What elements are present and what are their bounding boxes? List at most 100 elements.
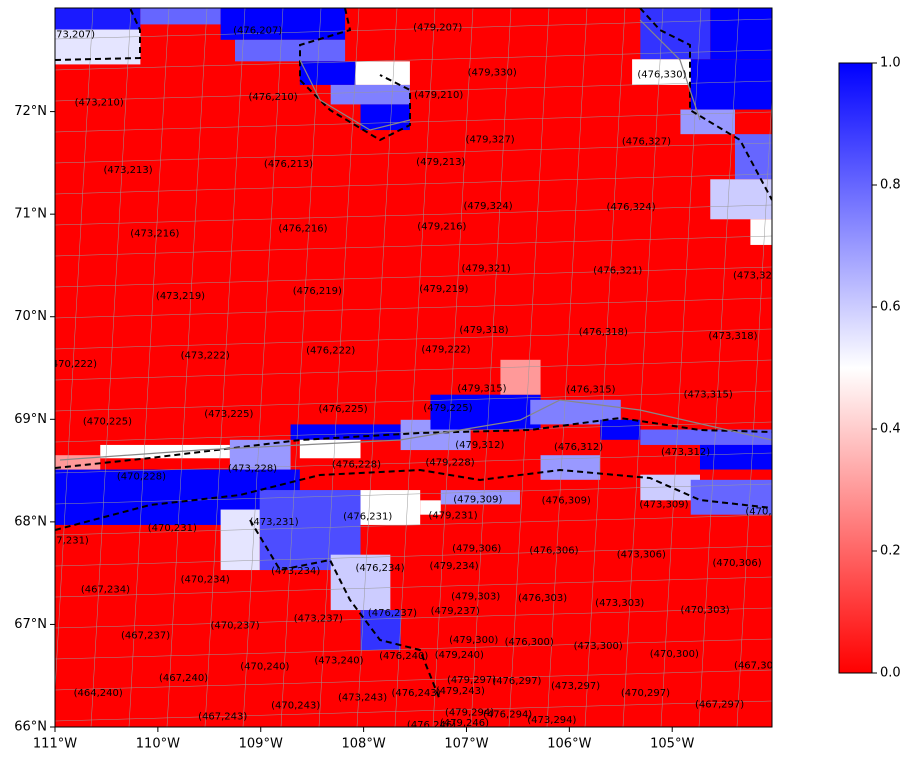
- cell: [360, 490, 421, 525]
- cell: [55, 8, 141, 30]
- swath-line: [55, 173, 772, 195]
- cell-label: (479,213): [416, 157, 465, 168]
- swath-line: [55, 266, 772, 288]
- swath-line: [432, 8, 474, 727]
- cell-label: (479,321): [461, 264, 510, 275]
- y-tick-label: 68°N: [14, 514, 47, 529]
- swath-line: [736, 93, 772, 727]
- boundary: [249, 519, 441, 701]
- swath-line: [660, 8, 702, 727]
- swath-line: [55, 8, 64, 9]
- cell-label: (476,231): [343, 512, 392, 523]
- cell-label: (473,222): [181, 351, 230, 362]
- swath-line: [55, 235, 772, 257]
- cell-label: (473,207): [46, 30, 95, 41]
- swath-line: [584, 8, 626, 727]
- swath-line: [55, 297, 772, 319]
- cell-label: (476,297): [492, 676, 541, 687]
- cell-label: (479,297): [447, 675, 496, 686]
- x-tick-label: 109°W: [239, 737, 283, 752]
- swath-line: [55, 421, 772, 443]
- colorbar: [839, 63, 872, 673]
- cell-label: (479,246): [440, 718, 489, 729]
- cell-label: (470,231): [148, 523, 197, 534]
- cell-label: (473,303): [595, 598, 644, 609]
- swath-line: [204, 8, 246, 727]
- cell-label: (470,306): [712, 558, 761, 569]
- swath-line: [90, 8, 132, 727]
- cell-label: (467,240): [159, 673, 208, 684]
- x-tick-label: 110°W: [136, 737, 180, 752]
- cell: [330, 84, 410, 105]
- cell-label: (470,243): [271, 700, 320, 711]
- swath-line: [55, 452, 772, 474]
- axes: 111°W 110°W 109°W 108°W 107°W 106°W 105°W 66°N 6…: [14, 56, 900, 752]
- cell-label: (476,303): [518, 593, 567, 604]
- cell-label: (476,300): [505, 637, 554, 648]
- swath-line: [546, 8, 588, 727]
- swath-line: [128, 8, 170, 727]
- cell-label: (473,309): [639, 499, 688, 510]
- cell-label: (473,243): [338, 692, 387, 703]
- cell-label: (479,237): [431, 606, 480, 617]
- cell-label: (476,213): [264, 159, 313, 170]
- cell-label: (476,240): [379, 651, 428, 662]
- cell-label: (476,306): [529, 546, 578, 557]
- cell-label: (479,243): [436, 686, 485, 697]
- swath-line: [55, 390, 772, 412]
- swath-line: [55, 638, 772, 660]
- cell-label: (473,312): [661, 447, 710, 458]
- cell-label: (479,210): [414, 90, 463, 101]
- cell-label: (479,225): [423, 403, 472, 414]
- cell-label: (476,330): [637, 70, 686, 81]
- cell-label: (467,234): [81, 585, 130, 596]
- cell-label: (479,330): [468, 68, 517, 79]
- swath-line: [242, 8, 284, 727]
- cell-label: (473,216): [130, 229, 179, 240]
- coastline: [299, 19, 701, 131]
- cell-label: (470,222): [48, 359, 97, 370]
- cell-label: (473,231): [250, 517, 299, 528]
- cell-label: (479,327): [466, 134, 515, 145]
- cell-label: (479,306): [452, 544, 501, 555]
- y-tick-label: 69°N: [14, 412, 47, 427]
- colorbar-tick-label: 0.0: [880, 666, 901, 681]
- cell-label: (476,219): [293, 286, 342, 297]
- cell: [690, 479, 772, 515]
- cell-label: (473,234): [271, 566, 320, 577]
- cell-label: (479,240): [435, 650, 484, 661]
- cell-label: (467,243): [198, 712, 247, 723]
- cell-layer: [55, 8, 772, 727]
- cell-label: (476,315): [566, 385, 615, 396]
- swath-line: [55, 204, 772, 226]
- boundary: [55, 468, 772, 531]
- cell-label: (476,207): [233, 26, 282, 37]
- swath-line: [55, 142, 772, 164]
- cell-label: (470,303): [681, 605, 730, 616]
- boundary: [299, 8, 411, 142]
- swath-line: [166, 8, 208, 727]
- y-tick-label: 71°N: [14, 207, 47, 222]
- cell: [235, 39, 346, 62]
- cell-label: (473,213): [103, 165, 152, 176]
- cell-label: (473,294): [527, 715, 576, 726]
- colorbar-tick-label: 1.0: [880, 56, 901, 71]
- cell-label: (479,324): [464, 201, 513, 212]
- cell-label: (479,216): [417, 221, 466, 232]
- cell: [690, 59, 772, 110]
- cell-label: (476,309): [542, 495, 591, 506]
- cell-label: (476,222): [306, 346, 355, 357]
- cell: [734, 134, 772, 180]
- cell-label: (479,231): [429, 511, 478, 522]
- cell-label: (473,219): [156, 291, 205, 302]
- cell: [600, 419, 641, 440]
- cell-label: (479,222): [421, 345, 470, 356]
- swath-line: [55, 18, 772, 40]
- cell-label: (473,306): [617, 550, 666, 561]
- cell-label: (470,300): [650, 649, 699, 660]
- cell-label: (476,294): [483, 710, 532, 721]
- cell-label: (473,297): [551, 681, 600, 692]
- cell-label: (476,318): [579, 327, 628, 338]
- cell-label: (473,240): [314, 655, 363, 666]
- colorbar-frame: [838, 62, 873, 674]
